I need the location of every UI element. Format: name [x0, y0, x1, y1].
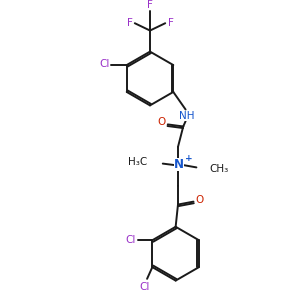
Text: Cl: Cl [99, 59, 110, 70]
Text: O: O [158, 117, 166, 127]
Text: Cl: Cl [125, 235, 136, 244]
Text: H₃C: H₃C [128, 157, 147, 167]
Text: N: N [174, 158, 184, 171]
Text: CH₃: CH₃ [209, 164, 229, 174]
Text: Cl: Cl [139, 282, 149, 292]
Text: +: + [185, 154, 192, 163]
Text: F: F [127, 18, 133, 28]
Text: F: F [167, 18, 173, 28]
Text: O: O [196, 196, 204, 206]
Text: NH: NH [179, 111, 195, 121]
Text: F: F [147, 0, 153, 11]
